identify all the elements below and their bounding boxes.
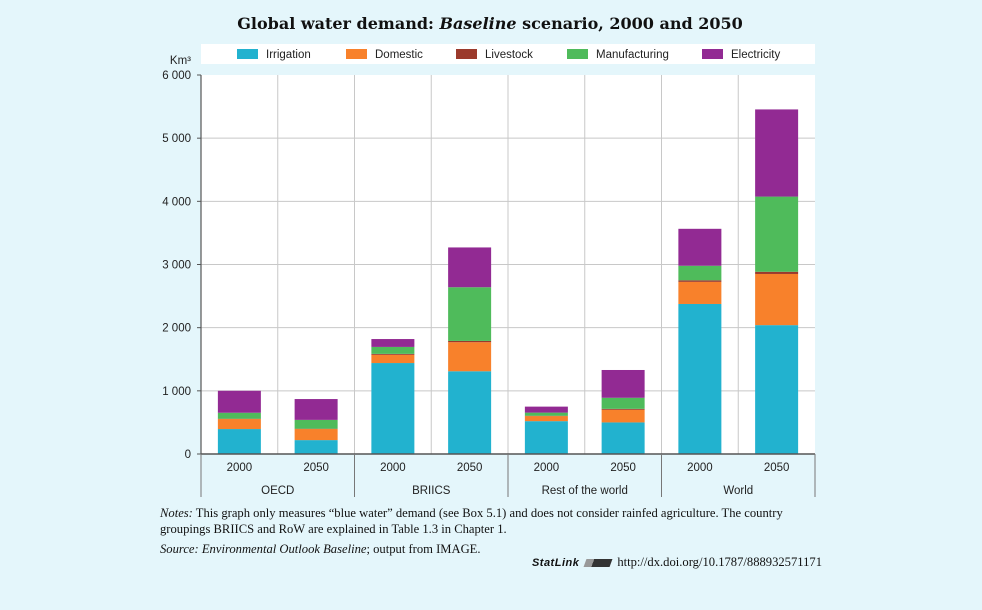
x-tick-label: 2000 (534, 462, 560, 474)
bar-manufacturing (755, 196, 799, 272)
bar-manufacturing (371, 346, 415, 354)
group-label: Rest of the world (542, 485, 628, 497)
x-tick-label: 2000 (687, 462, 713, 474)
legend-label-irrigation: Irrigation (266, 49, 311, 61)
legend-swatch-irrigation (237, 49, 258, 59)
x-tick-label: 2000 (227, 462, 253, 474)
bar-irrigation (601, 422, 645, 454)
bar-irrigation (294, 440, 338, 454)
bar-irrigation (371, 363, 415, 454)
legend: Irrigation Domestic Livestock Manufacturing… (237, 49, 780, 61)
bar-irrigation (755, 325, 799, 454)
legend-swatch-livestock (456, 49, 477, 59)
legend-label-livestock: Livestock (485, 49, 533, 61)
bar-manufacturing (294, 419, 338, 429)
x-tick-label: 2050 (303, 462, 329, 474)
y-tick-label: 2 000 (162, 323, 191, 335)
bar-domestic (448, 342, 492, 372)
group-label: BRIICS (412, 485, 451, 497)
bar-irrigation (524, 421, 568, 454)
statlink-label: StatLink (531, 556, 580, 569)
bar-irrigation (448, 371, 492, 454)
source-paragraph: Source: Environmental Outlook Baseline; … (160, 542, 481, 556)
chart: Global water demand: Baseline scenario, … (162, 14, 816, 497)
bar-livestock (371, 353, 415, 355)
x-tick-label: 2050 (610, 462, 636, 474)
bar-livestock (678, 280, 722, 282)
bar-electricity (678, 228, 722, 266)
y-tick-label: 1 000 (162, 386, 191, 398)
legend-swatch-domestic (346, 49, 367, 59)
y-axis-unit: Km³ (170, 55, 191, 67)
legend-swatch-electricity (702, 49, 723, 59)
bar-electricity (371, 339, 415, 347)
bar-livestock (755, 271, 799, 274)
bar-irrigation (217, 429, 261, 454)
legend-label-domestic: Domestic (375, 49, 423, 61)
statlink[interactable]: StatLink http://dx.doi.org/10.1787/88893… (532, 555, 822, 570)
bar-manufacturing (678, 265, 722, 281)
group-label: World (723, 485, 753, 497)
x-tick-label: 2050 (457, 462, 483, 474)
x-tick-label: 2000 (380, 462, 406, 474)
bar-electricity (217, 390, 261, 413)
bar-manufacturing (601, 397, 645, 409)
y-tick-label: 5 000 (162, 133, 191, 145)
bar-irrigation (678, 303, 722, 454)
bar-domestic (755, 273, 799, 326)
bar-electricity (294, 399, 338, 420)
legend-swatch-manufacturing (567, 49, 588, 59)
bar-livestock (601, 408, 645, 410)
bar-domestic (294, 429, 338, 441)
chart-notes: Notes: This graph only measures “blue wa… (160, 505, 830, 561)
x-tick-label: 2050 (764, 462, 790, 474)
chart-title: Global water demand: Baseline scenario, … (237, 14, 743, 33)
statlink-logo-icon (583, 558, 613, 567)
y-tick-label: 4 000 (162, 196, 191, 208)
bar-livestock (448, 340, 492, 343)
bar-electricity (601, 369, 645, 398)
y-tick-label: 0 (185, 449, 191, 461)
statlink-url[interactable]: http://dx.doi.org/10.1787/888932571171 (617, 555, 822, 569)
bar-domestic (678, 281, 722, 304)
bar-domestic (371, 354, 415, 364)
bar-domestic (217, 419, 261, 430)
bar-manufacturing (448, 287, 492, 341)
y-tick-label: 6 000 (162, 70, 191, 82)
bar-domestic (524, 416, 568, 422)
legend-label-manufacturing: Manufacturing (596, 49, 669, 61)
bar-electricity (524, 406, 568, 413)
bar-manufacturing (217, 412, 261, 419)
bar-electricity (448, 247, 492, 288)
legend-label-electricity: Electricity (731, 49, 780, 61)
y-tick-label: 3 000 (162, 260, 191, 272)
group-label: OECD (261, 485, 294, 497)
bar-domestic (601, 409, 645, 423)
notes-paragraph: Notes: This graph only measures “blue wa… (160, 506, 783, 536)
bar-manufacturing (524, 412, 568, 416)
bar-electricity (755, 109, 799, 197)
